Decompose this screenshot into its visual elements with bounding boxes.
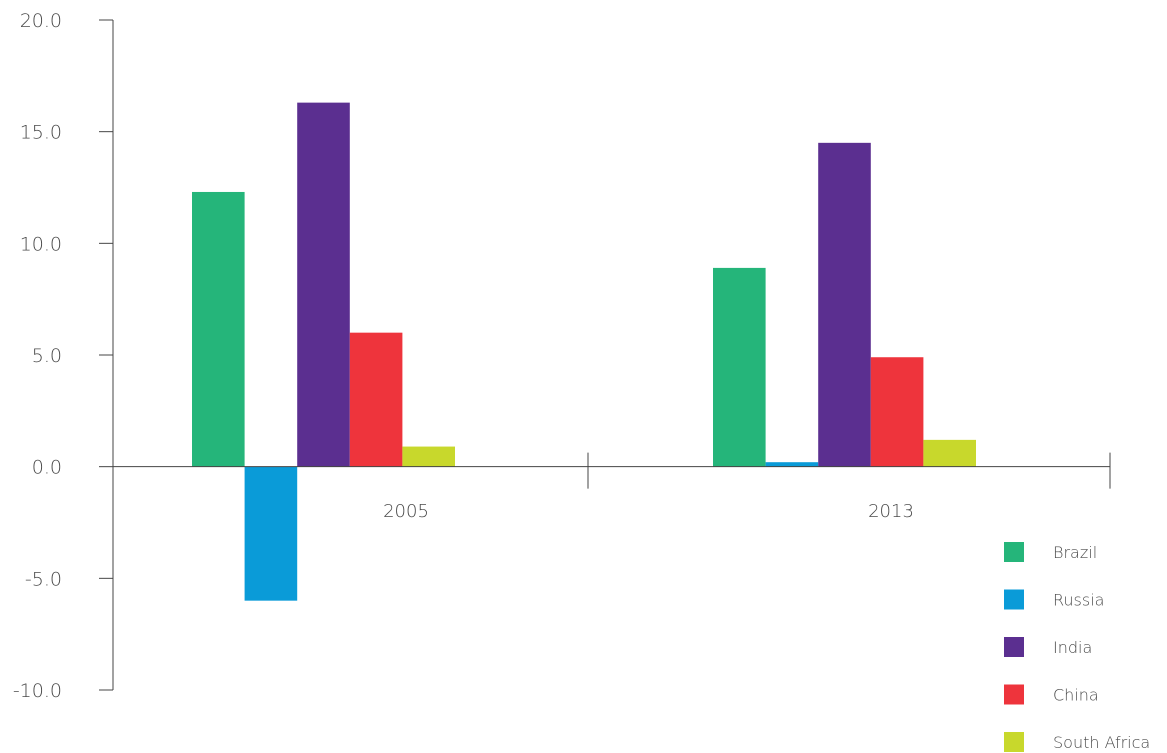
bar-russia-2005: [244, 466, 298, 601]
legend-swatch-south-africa: [1004, 732, 1024, 752]
legend-label: Russia: [1053, 591, 1104, 610]
y-tick-label: 5.0: [32, 345, 62, 367]
bar-china-2013: [870, 357, 924, 467]
y-tick-label: 20.0: [20, 10, 62, 32]
bars: [192, 102, 976, 601]
x-category-label: 2013: [868, 501, 914, 522]
x-category-label: 2005: [383, 501, 429, 522]
legend-label: Brazil: [1053, 543, 1097, 562]
bar-india-2013: [818, 142, 871, 467]
legend-swatch-china: [1004, 684, 1024, 705]
bar-india-2005: [297, 102, 350, 467]
y-tick-label: 10.0: [20, 233, 62, 255]
y-tick-label: 0.0: [32, 457, 62, 479]
legend-label: India: [1053, 638, 1092, 657]
bar-south-africa-2005: [402, 446, 455, 467]
y-tick-label: -5.0: [25, 568, 62, 590]
legend-label: China: [1053, 686, 1099, 705]
y-tick-label: -10.0: [13, 680, 62, 702]
legend-swatch-india: [1004, 637, 1024, 657]
bar-brazil-2005: [192, 191, 245, 467]
legend-swatch-brazil: [1004, 542, 1024, 562]
y-axis: 20.0 15.0 10.0 5.0 0.0 -5.0 -10.0: [13, 10, 114, 702]
x-axis: 2005 2013: [113, 452, 1111, 522]
legend-label: South Africa: [1053, 733, 1150, 752]
bar-south-africa-2013: [923, 439, 976, 467]
legend-swatch-russia: [1004, 589, 1024, 610]
bar-russia-2013: [765, 462, 819, 467]
bar-brazil-2013: [713, 267, 766, 467]
y-tick-label: 15.0: [20, 122, 62, 144]
bar-china-2005: [349, 332, 403, 467]
legend: Brazil Russia India China South Africa: [1004, 542, 1150, 752]
